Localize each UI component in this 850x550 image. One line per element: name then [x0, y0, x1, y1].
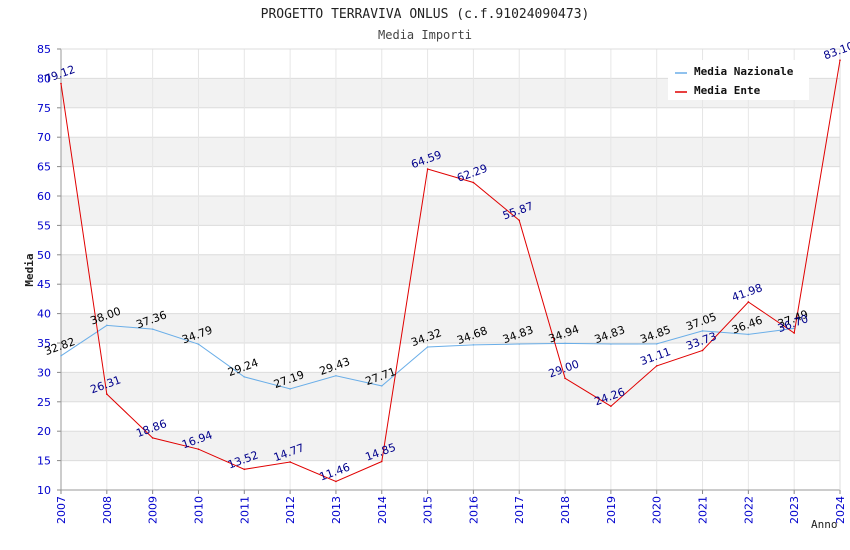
data-label: 11.46: [318, 461, 352, 484]
data-point: [701, 349, 704, 352]
data-label: 83.10: [822, 39, 850, 62]
data-point: [60, 82, 62, 85]
x-tick-label: 2017: [513, 496, 526, 524]
band: [61, 254, 840, 285]
y-tick-labels: 10 15 20 25 30 35 40 45 50 55 60 65 70 75 80 85: [37, 43, 51, 497]
data-point: [610, 405, 612, 407]
x-tick-label: 2013: [330, 496, 343, 524]
y-axis-label: Media: [23, 253, 36, 286]
band: [61, 431, 840, 461]
data-point: [289, 461, 291, 463]
data-point: [335, 374, 337, 377]
data-point: [839, 59, 841, 61]
y-tick-label: 70: [37, 131, 51, 144]
axes: [57, 48, 841, 494]
data-point: [472, 344, 475, 346]
data-point: [380, 460, 383, 463]
x-tick-label: 2019: [605, 496, 618, 524]
x-tick-label: 2008: [101, 496, 114, 524]
x-tick-label: 2023: [788, 496, 801, 524]
data-point: [289, 388, 291, 390]
data-point: [151, 437, 154, 439]
x-tick-label: 2010: [192, 496, 205, 524]
x-tick-label: 2014: [376, 496, 389, 524]
y-tick-label: 50: [37, 249, 51, 262]
data-point: [106, 324, 108, 327]
legend-label-nazionale: Media Nazionale: [694, 65, 794, 78]
y-tick-label: 45: [37, 278, 51, 291]
series-lines: [60, 59, 841, 483]
x-tick-label: 2007: [55, 496, 68, 524]
data-point: [426, 346, 429, 348]
y-tick-label: 55: [37, 219, 51, 232]
y-tick-label: 15: [37, 455, 51, 468]
y-tick-label: 60: [37, 190, 51, 203]
y-tick-label: 35: [37, 337, 51, 350]
data-point: [106, 393, 108, 395]
data-point: [564, 342, 566, 345]
x-tick-label: 2012: [284, 496, 297, 524]
data-point: [610, 343, 612, 345]
data-point: [655, 343, 658, 345]
data-label: 31.11: [638, 345, 672, 368]
data-point: [564, 377, 566, 380]
data-point: [197, 448, 200, 450]
legend: Media Nazionale Media Ente: [668, 60, 809, 100]
x-tick-label: 2009: [147, 496, 160, 524]
y-tick-label: 30: [37, 366, 51, 379]
data-point: [380, 385, 383, 387]
y-tick-label: 40: [37, 308, 51, 321]
series-line-media-ente: [60, 60, 841, 482]
chart-subtitle: Media Importi: [378, 28, 472, 42]
band: [61, 196, 840, 226]
data-point: [335, 480, 337, 483]
x-tick-label: 2021: [697, 496, 710, 524]
band: [61, 313, 840, 343]
data-point: [151, 328, 154, 330]
data-point: [60, 355, 62, 357]
y-tick-label: 85: [37, 43, 51, 56]
chart-title: PROGETTO TERRAVIVA ONLUS (c.f.9102409047…: [261, 7, 590, 22]
x-tick-label: 2015: [422, 496, 435, 524]
y-tick-label: 10: [37, 484, 51, 497]
x-tick-label: 2011: [238, 496, 251, 524]
data-point: [518, 219, 521, 222]
x-tick-label: 2016: [467, 496, 480, 524]
y-tick-label: 75: [37, 102, 51, 115]
data-point: [655, 365, 658, 367]
band: [61, 137, 840, 167]
data-point: [747, 333, 750, 336]
y-tick-label: 25: [37, 396, 51, 409]
x-tick-label: 2024: [834, 496, 847, 524]
x-axis-label: Anno: [811, 518, 838, 531]
legend-box: [668, 60, 809, 100]
background-bands: [61, 78, 840, 461]
y-tick-label: 80: [37, 72, 51, 85]
data-point: [243, 376, 246, 378]
data-point: [472, 181, 475, 184]
data-point: [197, 343, 200, 346]
x-tick-label: 2020: [651, 496, 664, 524]
y-tick-label: 65: [37, 161, 51, 174]
data-point: [426, 168, 429, 170]
x-tick-label: 2022: [742, 496, 755, 524]
y-tick-label: 20: [37, 425, 51, 438]
legend-label-ente: Media Ente: [694, 84, 761, 97]
data-point: [701, 330, 704, 332]
data-point: [518, 343, 521, 345]
x-tick-labels: 2007 2008 2009 2010 2011 2012 2013 2014 2015 2016…: [55, 496, 847, 524]
data-point: [243, 468, 246, 471]
x-tick-label: 2018: [559, 496, 572, 524]
data-point: [793, 332, 795, 334]
data-point: [747, 301, 750, 303]
band: [61, 372, 840, 402]
